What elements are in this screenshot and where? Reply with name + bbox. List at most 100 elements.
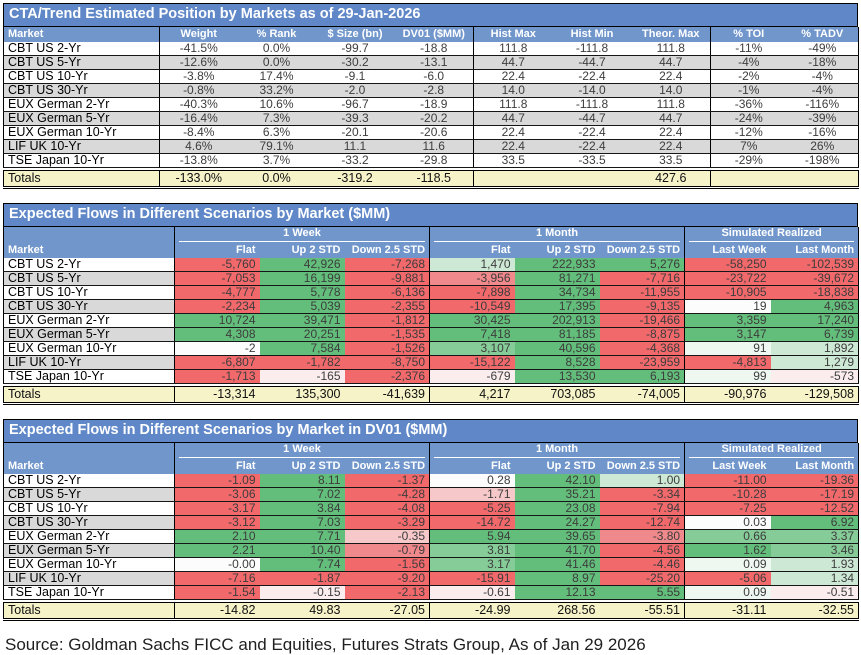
market-cell: CBT US 30-Yr	[3, 83, 160, 98]
value-cell: -33.2	[315, 153, 395, 168]
value-cell: 1.00	[599, 474, 685, 488]
value-cell: -44.7	[552, 111, 632, 126]
value-cell: -111.8	[552, 42, 632, 56]
value-cell: -20.1	[315, 125, 395, 140]
table-row: EUX German 5-Yr 4,308 20,251 -1,535 7,418 81,…	[3, 327, 859, 342]
totals-label: Totals	[3, 170, 160, 188]
value-cell: -1,782	[259, 355, 345, 370]
column-header: DV01 ($MM)	[394, 27, 474, 42]
value-cell: -18,838	[770, 285, 859, 300]
value-cell: 13,530	[514, 369, 600, 384]
value-cell: 0.09	[684, 557, 771, 572]
group-header: Simulated Realized	[684, 443, 859, 459]
value-cell: -39,672	[770, 271, 859, 286]
value-cell: 22.4	[473, 125, 553, 140]
totals-cell: -118.5	[394, 170, 474, 188]
value-cell: -0.00	[174, 557, 260, 572]
value-cell: 3.46	[770, 543, 859, 558]
totals-cell: -133.0%	[159, 170, 238, 188]
value-cell: 3,107	[429, 341, 515, 356]
flows-dv01-totals-row: Totals -14.82 49.83 -27.05 -24.99 268.56 -55.5…	[3, 602, 859, 621]
value-cell: 6,739	[770, 327, 859, 342]
value-cell: 10,724	[174, 313, 260, 328]
value-cell: 1.62	[684, 543, 771, 558]
value-cell: 4,308	[174, 327, 260, 342]
value-cell: -1,526	[344, 341, 430, 356]
value-cell: -11%	[710, 42, 787, 56]
value-cell: -111.8	[552, 97, 632, 112]
value-cell: 6,193	[599, 369, 685, 384]
value-cell: -12.52	[770, 501, 859, 516]
value-cell: -58,250	[684, 258, 771, 272]
value-cell: -40.3%	[159, 97, 238, 112]
market-cell: CBT US 30-Yr	[3, 515, 175, 530]
value-cell: -679	[429, 369, 515, 384]
totals-cell: -31.11	[684, 602, 771, 620]
market-cell: CBT US 2-Yr	[3, 42, 160, 56]
totals-cell: -90,976	[684, 386, 771, 404]
value-cell: 1,892	[770, 341, 859, 356]
flows-header: 1 Week 1 Month Simulated Realized Market Fla…	[3, 227, 859, 258]
table-row: CBT US 5-Yr -3.06 7.02 -4.28 -1.71 35.21 -3.34…	[3, 487, 859, 502]
value-cell: 91	[684, 341, 771, 356]
value-cell: 6.92	[770, 515, 859, 530]
table-row: LIF UK 10-Yr -6,807 -1,782 -8,750 -15,122 8,5…	[3, 355, 859, 370]
value-cell: -11,955	[599, 285, 685, 300]
market-cell: CBT US 30-Yr	[3, 299, 175, 314]
value-cell: -0.79	[344, 543, 430, 558]
value-cell: -49%	[786, 42, 859, 56]
value-cell: -102,539	[770, 258, 859, 272]
value-cell: 1,470	[429, 258, 515, 272]
value-cell: 42.10	[514, 474, 600, 488]
value-cell: 111.8	[631, 42, 711, 56]
market-cell: EUX German 2-Yr	[3, 97, 160, 112]
column-header: % TOI	[710, 27, 787, 42]
source-note: Source: Goldman Sachs FICC and Equities,…	[5, 635, 646, 654]
value-cell: -0.35	[344, 529, 430, 544]
value-cell: 42,926	[259, 258, 345, 272]
value-cell: -9.20	[344, 571, 430, 586]
table-row: EUX German 5-Yr -16.4% 7.3% -39.3 -20.2 44.7-…	[3, 111, 859, 126]
value-cell: -2,234	[174, 299, 260, 314]
value-cell: 222,933	[514, 258, 600, 272]
value-cell: -30.2	[315, 55, 395, 70]
market-cell: CBT US 2-Yr	[3, 258, 175, 272]
column-header: Last Week	[684, 243, 771, 258]
value-cell: 20,251	[259, 327, 345, 342]
column-header: Last Month	[770, 243, 859, 258]
value-cell: -0.8%	[159, 83, 238, 98]
value-cell: -2.13	[344, 585, 430, 600]
value-cell: 44.7	[473, 111, 553, 126]
market-cell: EUX German 2-Yr	[3, 529, 175, 544]
value-cell: 11.6	[394, 139, 474, 154]
table-row: EUX German 10-Yr -8.4% 6.3% -20.1 -20.6 22.4-…	[3, 125, 859, 140]
totals-cell: 135,300	[259, 386, 345, 404]
table-row: CBT US 5-Yr -12.6% 0.0% -30.2 -13.1 44.7 -44.7…	[3, 55, 859, 70]
table-row: EUX German 10-Yr -2 7,584 -1,526 3,107 40,596…	[3, 341, 859, 356]
market-cell: EUX German 10-Yr	[3, 125, 160, 140]
value-cell: 6.3%	[237, 125, 316, 140]
value-cell: -14.72	[429, 515, 515, 530]
totals-row: Totals -133.0% 0.0% -319.2 -118.5 427.6	[3, 170, 859, 188]
value-cell: -29.8	[394, 153, 474, 168]
value-cell: 17,395	[514, 299, 600, 314]
table-row: CBT US 10-Yr -4,777 5,778 -6,136 -7,898 34,73…	[3, 285, 859, 300]
value-cell: 23.08	[514, 501, 600, 516]
value-cell: -4,368	[599, 341, 685, 356]
value-cell: 22.4	[631, 125, 711, 140]
value-cell: -6,136	[344, 285, 430, 300]
value-cell: 7.71	[259, 529, 345, 544]
value-cell: 111.8	[473, 42, 553, 56]
value-cell: -20.2	[394, 111, 474, 126]
value-cell: -7.25	[684, 501, 771, 516]
value-cell: -7,268	[344, 258, 430, 272]
totals-cell: -74,005	[599, 386, 685, 404]
value-cell: -18%	[786, 55, 859, 70]
totals-row: Totals -13,314 135,300 -41,639 4,217 703,085-…	[3, 386, 859, 404]
totals-cell: -14.82	[174, 602, 260, 620]
value-cell: -33.5	[552, 153, 632, 168]
table-row: EUX German 5-Yr 2.21 10.40 -0.79 3.81 41.70 -4…	[3, 543, 859, 558]
value-cell: 22.4	[473, 139, 553, 154]
value-cell: 14.0	[631, 83, 711, 98]
value-cell: -9,135	[599, 299, 685, 314]
